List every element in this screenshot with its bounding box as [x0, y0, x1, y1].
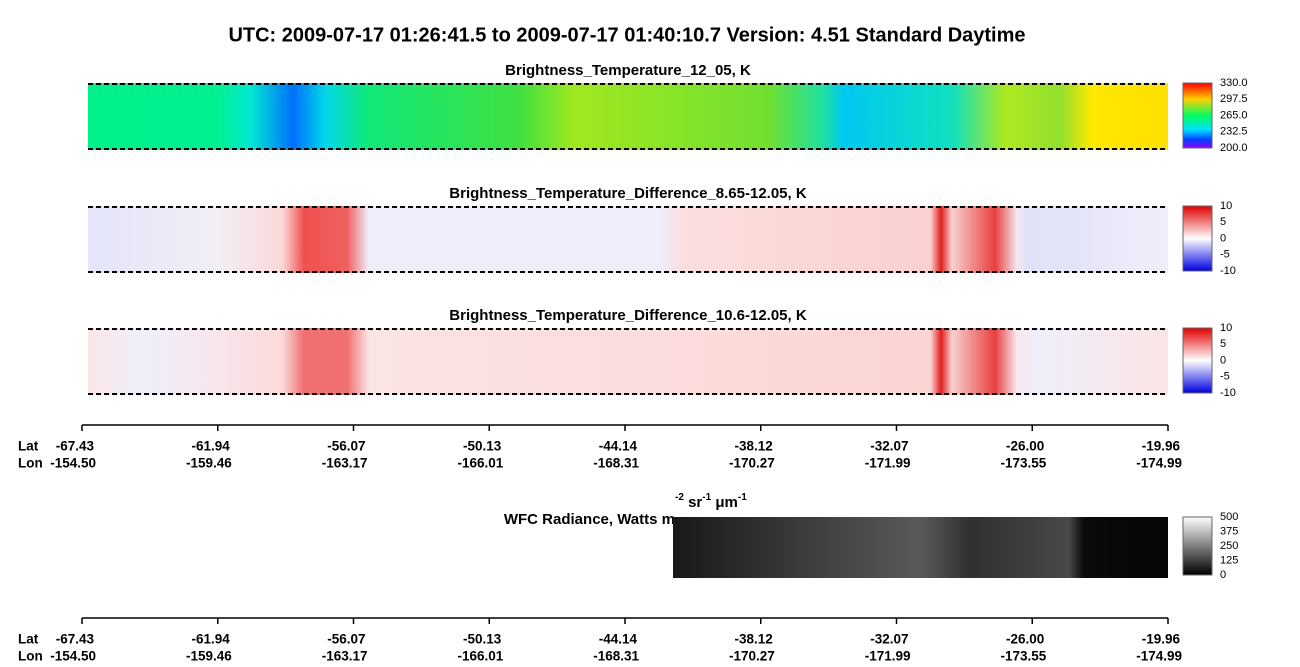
lon-tick-label: -168.31: [593, 649, 639, 664]
wfc-title: WFC Radiance, Watts m: [504, 511, 675, 528]
colorbar-label: 0: [1220, 232, 1226, 244]
panel-title: Brightness_Temperature_Difference_10.6-1…: [449, 307, 807, 324]
lon-tick-label: -166.01: [457, 649, 503, 664]
lat-label: Lat: [18, 439, 39, 454]
lon-tick-label: -171.99: [865, 649, 911, 664]
colorbar-label: 5: [1220, 338, 1226, 350]
lat-tick-label: -32.07: [870, 439, 908, 454]
colorbar-label: 265.0: [1220, 109, 1248, 121]
panel-title: Brightness_Temperature_Difference_8.65-1…: [449, 185, 807, 202]
wfc-colorbar: [1182, 516, 1213, 576]
lat-tick-label: -44.14: [599, 439, 638, 454]
unit: sr: [684, 494, 703, 511]
lon-label: Lon: [18, 456, 43, 471]
lon-label: Lon: [18, 649, 43, 664]
colorbar: [1182, 327, 1213, 394]
lat-tick-label: -61.94: [191, 439, 230, 454]
lat-tick-label: -67.43: [56, 632, 95, 647]
colorbar-label: 5: [1220, 216, 1226, 228]
panel-image: [88, 206, 1168, 273]
lat-tick-label: -38.12: [734, 439, 772, 454]
colorbar-label: 330.0: [1220, 77, 1248, 89]
wfc-image: [673, 517, 1168, 578]
lon-tick-label: -166.01: [457, 456, 503, 471]
colorbar-label: -10: [1220, 387, 1236, 399]
colorbar: [1182, 82, 1213, 149]
superscript: -2: [675, 492, 684, 503]
lon-tick-label: -173.55: [1000, 456, 1046, 471]
colorbar-label: 0: [1220, 354, 1226, 366]
superscript: -1: [738, 492, 747, 503]
lon-tick-label: -154.50: [50, 456, 96, 471]
colorbar-label: 10: [1220, 322, 1232, 334]
colorbar-label: 500: [1220, 511, 1238, 523]
lon-tick-label: -154.50: [50, 649, 96, 664]
colorbar-label: -5: [1220, 249, 1230, 261]
lat-tick-label: -50.13: [463, 632, 502, 647]
unit: μm: [711, 494, 738, 511]
lon-tick-label: -163.17: [322, 649, 368, 664]
lon-tick-label: -170.27: [729, 456, 775, 471]
lat-tick-label: -61.94: [191, 632, 230, 647]
lat-tick-label: -44.14: [599, 632, 638, 647]
panel-image: [88, 83, 1168, 150]
lat-tick-label: -50.13: [463, 439, 502, 454]
colorbar-label: 232.5: [1220, 126, 1248, 138]
colorbar-label: 297.5: [1220, 93, 1248, 105]
lon-tick-label: -174.99: [1136, 456, 1182, 471]
colorbar-label: 375: [1220, 525, 1238, 537]
colorbar-label: 125: [1220, 554, 1238, 566]
lat-tick-label: -19.96: [1142, 439, 1181, 454]
colorbar: [1182, 205, 1213, 272]
lat-tick-label: -56.07: [327, 632, 365, 647]
colorbar-label: 10: [1220, 200, 1232, 212]
colorbar-label: -10: [1220, 265, 1236, 277]
colorbar-label: -5: [1220, 371, 1230, 383]
wfc-title-units: -2 sr-1 μm-1: [675, 492, 747, 511]
lat-tick-label: -19.96: [1142, 632, 1181, 647]
lat-label: Lat: [18, 632, 39, 647]
lon-tick-label: -170.27: [729, 649, 775, 664]
lon-tick-label: -171.99: [865, 456, 911, 471]
page-title: UTC: 2009-07-17 01:26:41.5 to 2009-07-17…: [228, 24, 1025, 46]
colorbar-label: 0: [1220, 569, 1226, 581]
lon-tick-label: -159.46: [186, 456, 232, 471]
lon-tick-label: -168.31: [593, 456, 639, 471]
lat-tick-label: -38.12: [734, 632, 772, 647]
panel-image: [88, 328, 1168, 395]
lon-tick-label: -174.99: [1136, 649, 1182, 664]
lat-tick-label: -26.00: [1006, 439, 1044, 454]
colorbar-label: 250: [1220, 540, 1238, 552]
lat-tick-label: -26.00: [1006, 632, 1044, 647]
colorbar-label: 200.0: [1220, 142, 1248, 154]
lon-tick-label: -159.46: [186, 649, 232, 664]
panel-title: Brightness_Temperature_12_05, K: [505, 62, 751, 79]
lat-tick-label: -32.07: [870, 632, 908, 647]
lon-tick-label: -163.17: [322, 456, 368, 471]
lat-tick-label: -67.43: [56, 439, 95, 454]
lat-tick-label: -56.07: [327, 439, 365, 454]
superscript: -1: [702, 492, 711, 503]
lon-tick-label: -173.55: [1000, 649, 1046, 664]
